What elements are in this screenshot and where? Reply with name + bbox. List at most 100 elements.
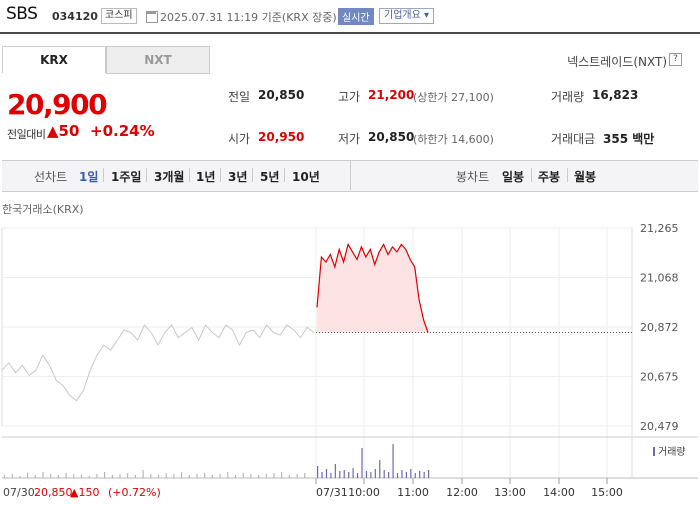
period-10y[interactable]: 10년	[292, 170, 320, 184]
volume-bar	[227, 472, 229, 478]
x-axis-ticks: 07/31 10:00 11:00 12:00 13:00 14:00 15:00	[316, 486, 623, 499]
volume-bar	[57, 475, 59, 478]
volume-bar	[401, 470, 403, 478]
volume-legend: 거래량	[653, 443, 686, 458]
period-1w[interactable]: 1주일	[111, 170, 142, 184]
volume-bar	[352, 468, 354, 478]
volume-bar	[388, 472, 390, 478]
volume-bar	[158, 475, 159, 478]
volume-bar	[88, 476, 90, 478]
volume-bar	[96, 474, 98, 478]
chart-lines	[1, 242, 632, 402]
volume-bar	[4, 475, 5, 478]
volume-bar	[325, 469, 328, 478]
volume-bar	[356, 473, 359, 478]
volume-bar	[339, 471, 341, 478]
open-label: 시가	[228, 132, 251, 146]
high-label: 고가	[338, 90, 361, 104]
volume-bar	[396, 473, 399, 478]
volume-bar	[383, 470, 385, 478]
volume-bar	[134, 475, 136, 478]
period-5y[interactable]: 5년	[260, 170, 280, 184]
volume-bar	[370, 472, 372, 478]
volume-bar	[423, 472, 425, 478]
volume-bar	[405, 472, 407, 478]
open-value: 20,950	[258, 130, 305, 144]
volume-bar	[428, 470, 430, 478]
volume-bar	[81, 475, 82, 478]
footer-prev-change: ▲150	[70, 486, 100, 499]
volume-bar	[242, 473, 244, 478]
y-tick-label: 20,479	[640, 420, 679, 433]
volume-value: 16,823	[592, 88, 639, 102]
period-bar-divider	[350, 160, 351, 190]
volume-bar	[165, 473, 167, 478]
y-tick-label: 20,675	[640, 371, 679, 384]
stock-name: SBS	[6, 4, 38, 24]
header-divider	[0, 32, 700, 34]
period-separator	[220, 168, 221, 182]
volume-bar	[250, 474, 252, 478]
footer-prev-pct: (+0.72%)	[108, 486, 161, 499]
period-separator	[189, 168, 190, 182]
volume-bar	[321, 472, 323, 478]
period-1y[interactable]: 1년	[196, 170, 216, 184]
x-tick-label: 07/31	[316, 486, 348, 499]
today-line	[316, 242, 429, 333]
period-weekly[interactable]: 주봉	[538, 170, 561, 184]
volume-bar	[374, 469, 376, 478]
nextrade-link[interactable]: 넥스트레이드(NXT)	[567, 55, 667, 69]
volume-bar	[188, 475, 190, 478]
period-3y[interactable]: 3년	[228, 170, 248, 184]
chart-grid	[1, 227, 698, 484]
tab-nxt[interactable]: NXT	[106, 46, 210, 74]
period-daily[interactable]: 일봉	[502, 170, 525, 184]
volume-bar	[11, 474, 13, 478]
y-axis-ticks: 21,265 21,068 20,872 20,675 20,479	[640, 222, 679, 433]
help-icon[interactable]: ?	[669, 53, 682, 66]
period-monthly[interactable]: 월봉	[574, 170, 597, 184]
candle-chart-label: 봉차트	[456, 170, 490, 184]
tab-krx[interactable]: KRX	[2, 46, 106, 73]
line-chart-label: 선차트	[34, 170, 68, 184]
volume-bar	[150, 474, 152, 478]
y-tick-label: 21,265	[640, 222, 679, 235]
volume-bar	[414, 473, 416, 478]
period-separator	[284, 168, 285, 182]
volume-bar	[304, 473, 306, 478]
period-1d[interactable]: 1일	[79, 170, 99, 184]
amount-value: 355 백만	[603, 132, 655, 146]
period-3m[interactable]: 3개월	[154, 170, 185, 184]
volume-bar	[392, 444, 394, 478]
change-percent: +0.24%	[90, 122, 155, 140]
y-tick-label: 21,068	[640, 272, 679, 285]
today-fill	[317, 244, 428, 333]
corp-info-button[interactable]: 기업개요 ▾	[379, 8, 434, 24]
volume-bar	[410, 469, 412, 478]
volume-bar	[104, 472, 106, 478]
x-tick-label: 15:00	[591, 486, 623, 499]
high-value: 21,200	[368, 88, 415, 102]
volume-bar	[258, 475, 260, 478]
volume-bar	[211, 475, 213, 478]
volume-bar	[348, 472, 350, 478]
volume-bar	[288, 475, 290, 478]
volume-bar	[50, 474, 52, 478]
volume-bar	[235, 475, 236, 478]
period-separator	[103, 168, 104, 182]
volume-bar	[173, 474, 175, 478]
volume-bar	[34, 475, 36, 478]
volume-label: 거래량	[551, 90, 585, 104]
volume-bar	[196, 474, 198, 478]
volume-bar	[73, 474, 75, 478]
volume-bar	[365, 471, 368, 478]
volume-bars	[4, 444, 430, 478]
x-tick-label: 12:00	[446, 486, 478, 499]
volume-bar	[419, 471, 421, 478]
x-tick-label: 10:00	[348, 486, 380, 499]
live-badge: 실시간	[338, 8, 374, 25]
volume-bar	[334, 464, 336, 478]
footer-prev-price: 20,850	[34, 486, 73, 499]
volume-bar	[317, 466, 319, 478]
